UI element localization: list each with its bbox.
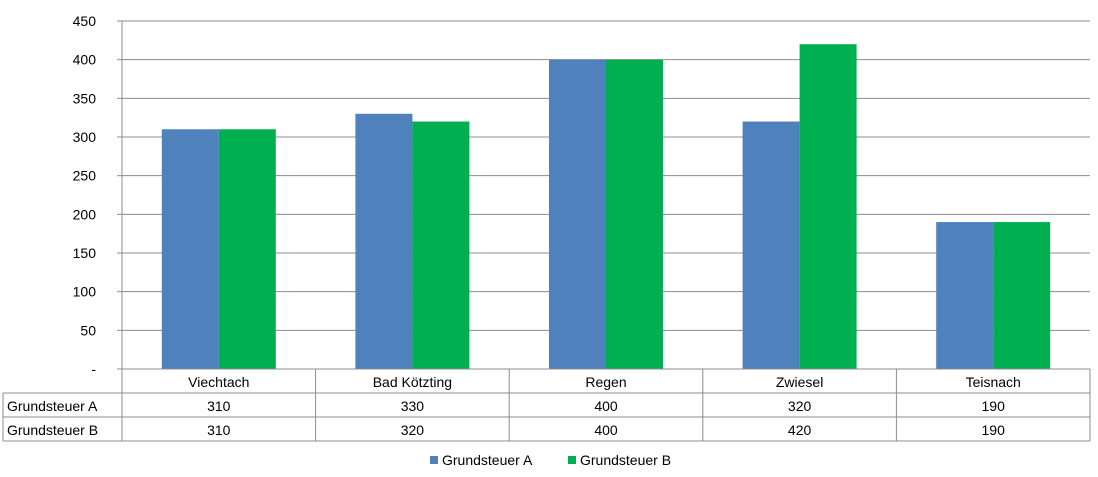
y-tick-label: 150 (73, 245, 97, 261)
x-tick-label: Regen (585, 374, 626, 390)
data-label: 310 (207, 398, 231, 414)
data-label: 400 (594, 398, 618, 414)
bar (549, 59, 606, 370)
y-tick-label: 100 (73, 284, 97, 300)
x-tick-label: Teisnach (966, 374, 1021, 390)
bar (412, 121, 470, 370)
data-label: 420 (788, 422, 812, 438)
table-series-name: Grundsteuer A (7, 398, 98, 414)
data-label: 190 (982, 422, 1006, 438)
data-label: 320 (401, 422, 425, 438)
bar (936, 222, 994, 369)
y-tick-label: 200 (73, 206, 97, 222)
y-axis: - 50 100 150 200 250 300 350 400 450 (73, 13, 123, 377)
legend-swatch (430, 456, 438, 464)
y-tick-label: - (91, 361, 96, 377)
y-tick-label: 350 (73, 90, 97, 106)
bar (355, 113, 413, 369)
x-tick-label: Bad Kötzting (373, 374, 452, 390)
legend-label: Grundsteuer A (442, 452, 533, 468)
legend-swatch (568, 456, 576, 464)
y-tick-label: 250 (73, 168, 97, 184)
data-label: 310 (207, 422, 231, 438)
data-label: 320 (788, 398, 812, 414)
data-label: 400 (594, 422, 618, 438)
legend: Grundsteuer A Grundsteuer B (430, 452, 671, 468)
y-tick-label: 50 (80, 322, 96, 338)
y-tick-label: 300 (73, 129, 97, 145)
table-series-name: Grundsteuer B (7, 422, 98, 438)
legend-label: Grundsteuer B (580, 452, 671, 468)
data-table: Viechtach Bad Kötzting Regen Zwiesel Teisnac… (2, 368, 1091, 442)
bar (218, 129, 276, 369)
bars (161, 44, 1051, 370)
bar (161, 129, 219, 369)
y-tick-label: 400 (73, 52, 97, 68)
data-label: 190 (982, 398, 1006, 414)
x-tick-label: Zwiesel (776, 374, 823, 390)
y-tick-label: 450 (73, 13, 97, 29)
bar (742, 121, 800, 370)
x-tick-label: Viechtach (188, 374, 249, 390)
data-label: 330 (401, 398, 425, 414)
bar (993, 222, 1051, 369)
bar (606, 59, 663, 370)
bar (799, 44, 857, 369)
